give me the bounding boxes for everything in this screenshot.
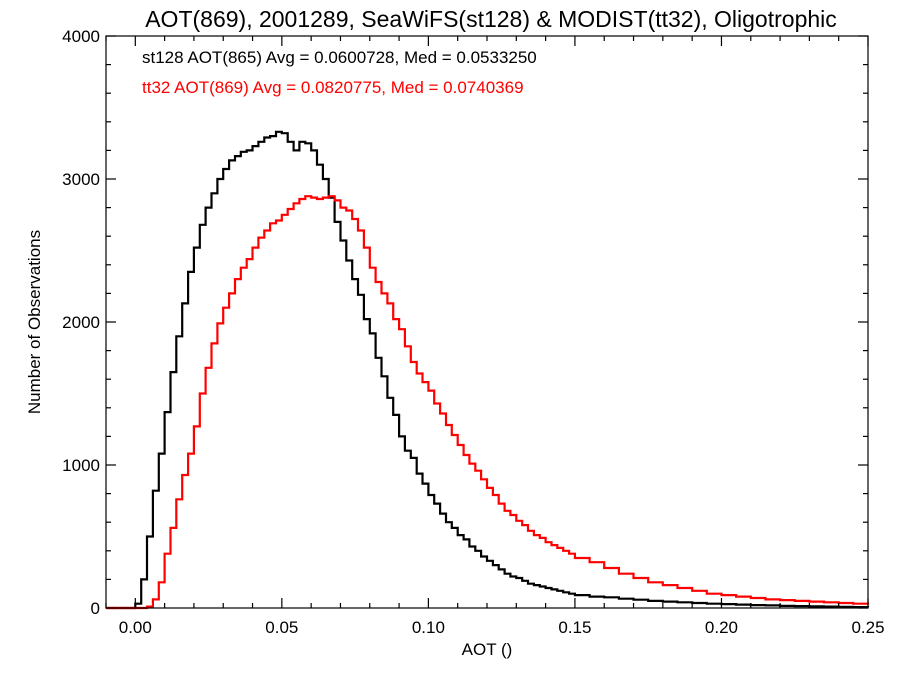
x-tick-label: 0.20 — [705, 618, 738, 637]
plot-frame — [105, 35, 869, 609]
y-axis-label: Number of Observations — [25, 230, 44, 414]
y-tick-label: 3000 — [62, 170, 100, 189]
y-tick-label: 0 — [91, 599, 100, 618]
annotation-st128: st128 AOT(865) Avg = 0.0600728, Med = 0.… — [142, 48, 537, 67]
annotation-tt32: tt32 AOT(869) Avg = 0.0820775, Med = 0.0… — [142, 78, 524, 97]
x-axis-label: AOT () — [462, 640, 513, 659]
series-layer — [106, 130, 870, 610]
chart-title: AOT(869), 2001289, SeaWiFS(st128) & MODI… — [145, 6, 837, 32]
series-line-0 — [106, 130, 870, 610]
series-line-1 — [106, 195, 870, 610]
x-tick-label: 0.00 — [119, 618, 152, 637]
x-tick-label: 0.05 — [265, 618, 298, 637]
y-tick-label: 2000 — [62, 313, 100, 332]
x-tick-label: 0.15 — [558, 618, 591, 637]
y-tick-label: 4000 — [62, 27, 100, 46]
x-tick-label: 0.10 — [412, 618, 445, 637]
axis-ticks: 0.00 0.05 0.10 0.15 0.20 0.25 0 1000 2000 3000 400… — [62, 27, 884, 637]
y-tick-label: 1000 — [62, 456, 100, 475]
x-tick-label: 0.25 — [851, 618, 884, 637]
